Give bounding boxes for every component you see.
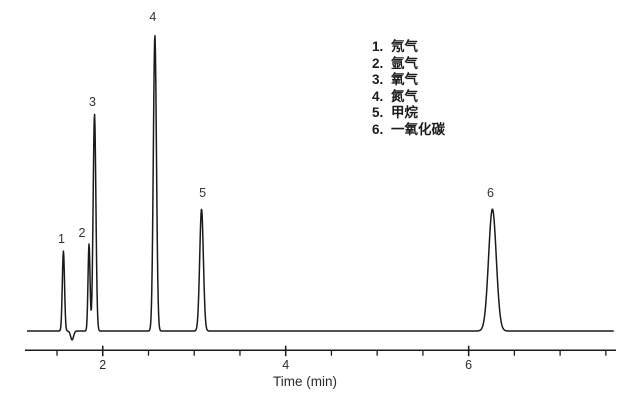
legend-label: 氖气 <box>391 39 418 54</box>
legend-item-3: 3. 氧气 <box>372 72 445 89</box>
peak-label-1: 1 <box>58 232 65 246</box>
legend-label: 甲烷 <box>391 105 418 121</box>
legend-number: 3. <box>372 72 384 88</box>
legend-item-5: 5. 甲烷 <box>372 105 445 122</box>
legend-label: 氧气 <box>391 72 418 88</box>
x-axis-tick-label: 6 <box>465 358 472 372</box>
legend-item-6: 6. 一氧化碳 <box>372 122 445 139</box>
peak-label-4: 4 <box>149 10 156 24</box>
x-axis-tick-label: 4 <box>282 358 289 372</box>
legend-item-4: 4. 氮气 <box>372 89 445 106</box>
peak-label-3: 3 <box>89 95 96 109</box>
legend-number: 6. <box>372 121 384 137</box>
peak-label-6: 6 <box>487 186 494 200</box>
legend-item-2: 2. 氩气 <box>372 56 445 73</box>
x-axis-title: Time (min) <box>273 374 337 389</box>
chromatogram-trace <box>26 34 615 341</box>
legend-label: 氩气 <box>391 55 418 71</box>
legend-number: 1. <box>372 39 384 54</box>
legend-label: 一氧化碳 <box>391 121 445 137</box>
peak-label-5: 5 <box>199 186 206 200</box>
peak-label-2: 2 <box>79 226 86 240</box>
x-axis-tick-label: 2 <box>99 358 106 372</box>
legend-number: 4. <box>372 88 384 104</box>
legend-label: 氮气 <box>391 88 418 104</box>
legend-item-1: 1. 氖气 <box>372 39 445 56</box>
legend-number: 5. <box>372 105 384 121</box>
legend: 1. 氖气 2. 氩气 3. 氧气 4. 氮气 5. 甲烷 6. 一氧化碳 <box>372 39 445 139</box>
legend-number: 2. <box>372 55 384 71</box>
